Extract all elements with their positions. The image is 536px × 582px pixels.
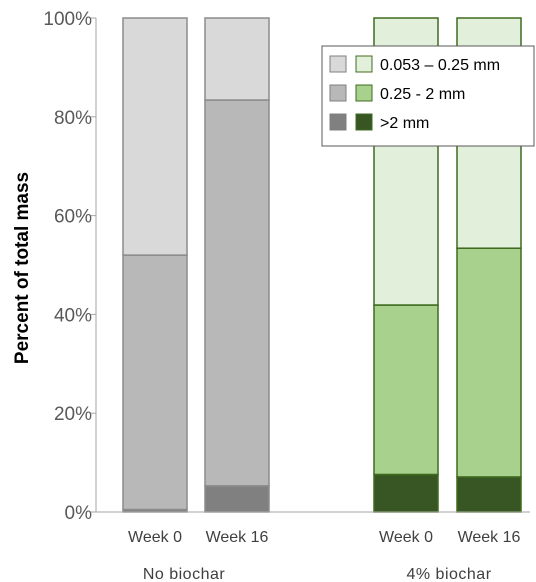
bar-segment (122, 17, 188, 256)
y-tick-label: 60% (54, 207, 92, 228)
x-axis: Week 0 Week 16 No biochar Week 0 Week 16 4% b… (96, 511, 530, 582)
legend-swatch (329, 113, 347, 131)
bar-segment (373, 304, 439, 476)
legend-swatch (355, 113, 373, 131)
legend: 0.053 – 0.25 mm 0.25 - 2 mm >2 mm (321, 45, 535, 147)
x-tick-label: Week 16 (206, 529, 269, 546)
group-label: No biochar (143, 566, 226, 582)
bar-segment (456, 247, 522, 478)
y-tick-label: 80% (54, 108, 92, 129)
x-tick-label: Week 16 (458, 529, 521, 546)
bar-segment (204, 17, 270, 101)
legend-swatch (355, 84, 373, 102)
legend-entry-label: 0.053 – 0.25 mm (380, 57, 500, 74)
y-axis: 0% 20% 40% 60% 80% 100% (43, 9, 97, 524)
bar-segment (373, 473, 439, 513)
y-tick-label: 100% (43, 9, 92, 30)
bars (122, 17, 522, 513)
y-tick-label: 0% (65, 503, 93, 524)
legend-swatch (355, 55, 373, 73)
bar-segment (204, 485, 270, 513)
bar-segment (122, 254, 188, 511)
group-label: 4% biochar (406, 566, 491, 582)
y-axis-label: Percent of total mass (12, 172, 33, 364)
y-tick-label: 40% (54, 305, 92, 326)
bar-segment (204, 99, 270, 487)
legend-entry-label: >2 mm (380, 115, 429, 132)
x-tick-label: Week 0 (379, 529, 433, 546)
y-tick-label: 20% (54, 404, 92, 425)
bar-segment (456, 476, 522, 513)
legend-swatch (329, 84, 347, 102)
legend-entry-label: 0.25 - 2 mm (380, 86, 465, 103)
legend-swatch (329, 55, 347, 73)
x-tick-label: Week 0 (128, 529, 182, 546)
